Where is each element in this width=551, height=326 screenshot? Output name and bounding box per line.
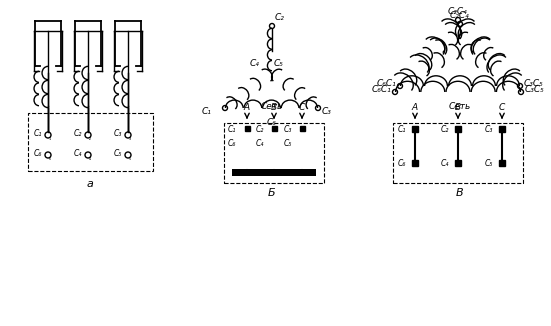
Text: а: а — [87, 179, 94, 189]
Bar — [28, 113, 153, 171]
Text: C₃: C₃ — [322, 108, 332, 116]
Bar — [272, 126, 277, 131]
Text: C₆C₁: C₆C₁ — [376, 80, 396, 88]
Text: C₁: C₁ — [201, 108, 211, 116]
Text: ₆: ₆ — [49, 156, 51, 161]
Text: B: B — [271, 103, 277, 112]
Text: C₁: C₁ — [228, 125, 236, 134]
Text: C₆: C₆ — [398, 158, 407, 168]
Text: C₄: C₄ — [250, 59, 260, 68]
Text: C₃C₅: C₃C₅ — [525, 85, 545, 95]
Text: ₃: ₃ — [129, 136, 131, 141]
Text: C₃C₅: C₃C₅ — [524, 80, 544, 88]
Text: C₆C₁: C₆C₁ — [371, 85, 391, 95]
Text: C: C — [299, 103, 305, 112]
Text: C₅: C₅ — [114, 150, 122, 158]
Text: C: C — [499, 103, 505, 112]
Bar — [499, 160, 505, 166]
Bar — [245, 126, 250, 131]
Bar — [412, 160, 418, 166]
Text: B: B — [455, 103, 461, 112]
Bar — [499, 126, 505, 132]
Text: C₅: C₅ — [284, 140, 293, 149]
Text: C₂: C₂ — [441, 125, 450, 134]
Text: C₄: C₄ — [441, 158, 450, 168]
Text: C₂C₄: C₂C₄ — [448, 7, 468, 16]
Text: ₄: ₄ — [89, 156, 91, 161]
Text: ₁: ₁ — [49, 136, 51, 141]
Text: C₆: C₆ — [267, 118, 277, 127]
Text: Сеть: Сеть — [261, 102, 283, 111]
Text: C₁: C₁ — [398, 125, 407, 134]
Text: C₃: C₃ — [114, 129, 122, 139]
Text: C₃: C₃ — [284, 125, 293, 134]
Text: C₄: C₄ — [256, 140, 264, 149]
Text: В: В — [456, 188, 464, 198]
Text: C₂: C₂ — [256, 125, 264, 134]
Text: ₂: ₂ — [89, 136, 91, 141]
Text: C₂: C₂ — [275, 13, 285, 22]
Text: A: A — [412, 103, 418, 112]
Text: C₃: C₃ — [485, 125, 493, 134]
Text: C₂: C₂ — [74, 129, 83, 139]
Text: Б: Б — [268, 188, 276, 198]
Bar — [455, 160, 461, 166]
Bar — [393, 123, 523, 183]
Text: C₅: C₅ — [485, 158, 493, 168]
Text: ₅: ₅ — [129, 156, 131, 161]
Bar — [300, 126, 305, 131]
Text: C₅: C₅ — [274, 59, 284, 68]
Text: Сеть: Сеть — [449, 102, 471, 111]
Text: A: A — [244, 103, 250, 112]
Text: C₂C₄: C₂C₄ — [450, 11, 470, 20]
Text: C₆: C₆ — [228, 140, 236, 149]
Text: C₄: C₄ — [74, 150, 83, 158]
Text: C₁: C₁ — [34, 129, 42, 139]
Bar — [232, 169, 316, 176]
Text: C₆: C₆ — [34, 150, 42, 158]
Bar — [412, 126, 418, 132]
Bar — [455, 126, 461, 132]
Bar — [224, 123, 324, 183]
